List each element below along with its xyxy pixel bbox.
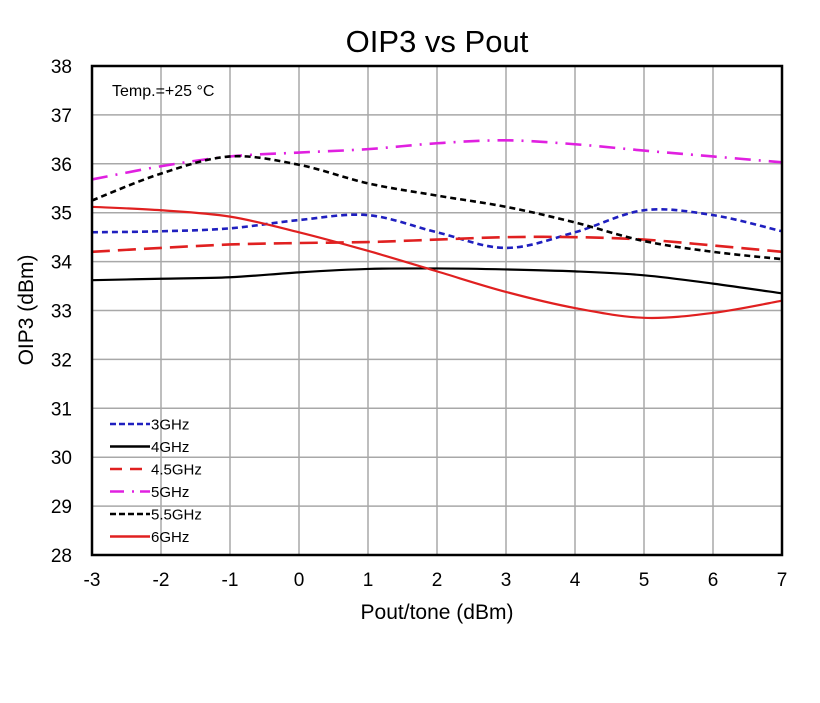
legend-label: 5GHz <box>151 484 189 501</box>
x-tick-label: 1 <box>363 570 374 591</box>
legend-item: 5.5GHz <box>110 507 202 524</box>
legend-label: 6GHz <box>151 529 189 546</box>
x-tick-label: 4 <box>570 570 581 591</box>
legend-label: 3GHz <box>151 417 189 434</box>
legend-label: 4.5GHz <box>151 462 202 479</box>
y-tick-label: 36 <box>51 155 72 176</box>
x-tick-label: 3 <box>501 570 512 591</box>
y-tick-label: 33 <box>51 302 72 323</box>
y-tick-label: 37 <box>51 106 72 127</box>
y-axis-label: OIP3 (dBm) <box>15 255 38 366</box>
legend-item: 6GHz <box>110 529 189 546</box>
y-tick-label: 38 <box>51 57 72 78</box>
legend-item: 5GHz <box>110 484 189 501</box>
y-tick-label: 32 <box>51 350 72 371</box>
x-tick-label: 2 <box>432 570 443 591</box>
x-tick-label: 5 <box>639 570 650 591</box>
series-line-5-5ghz <box>91 154 783 261</box>
y-tick-label: 31 <box>51 399 72 420</box>
legend-label: 4GHz <box>151 439 189 456</box>
y-tick-label: 29 <box>51 497 72 518</box>
y-tick-label: 30 <box>51 448 72 469</box>
y-tick-label: 28 <box>51 546 72 567</box>
x-tick-label: 6 <box>708 570 719 591</box>
x-tick-label: -1 <box>222 570 239 591</box>
x-tick-label: 7 <box>777 570 788 591</box>
legend-label: 5.5GHz <box>151 507 202 524</box>
x-tick-label: -3 <box>84 570 101 591</box>
series-line-4ghz <box>91 267 783 295</box>
y-tick-label: 35 <box>51 204 72 225</box>
series-layer <box>91 139 783 320</box>
series-line-3ghz <box>91 208 783 250</box>
grid <box>91 65 783 556</box>
y-tick-label: 34 <box>51 253 73 274</box>
legend-item: 4GHz <box>110 439 189 456</box>
x-tick-labels: -3 -2 -1 0 1 2 3 4 5 6 7 <box>84 570 788 591</box>
legend-item: 3GHz <box>110 417 189 434</box>
temperature-annotation: Temp.=+25 °C <box>112 83 214 100</box>
plot-frame <box>90 64 784 557</box>
x-axis-label: Pout/tone (dBm) <box>361 601 514 624</box>
legend: 3GHz 4GHz 4.5GHz 5GHz 5.5GHz 6GHz <box>110 417 202 546</box>
legend-item: 4.5GHz <box>110 462 202 479</box>
series-line-6ghz <box>91 205 783 320</box>
chart-title: OIP3 vs Pout <box>346 24 529 59</box>
series-line-5ghz <box>91 139 783 181</box>
x-tick-label: 0 <box>294 570 305 591</box>
series-line-4-5ghz <box>91 235 783 254</box>
y-tick-labels: 28 29 30 31 32 33 34 35 36 37 38 <box>51 57 73 567</box>
x-tick-label: -2 <box>153 570 170 591</box>
